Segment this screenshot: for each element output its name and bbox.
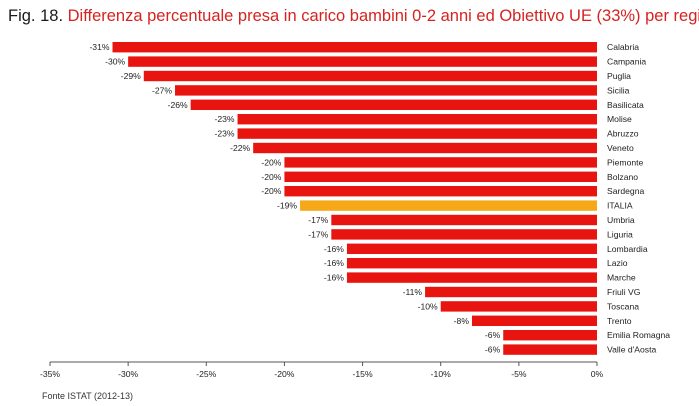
bar-trento xyxy=(471,315,597,326)
category-label: Umbria xyxy=(607,215,635,225)
bar-lazio xyxy=(346,258,597,269)
bar-molise xyxy=(237,114,598,125)
category-label: Liguria xyxy=(607,229,633,239)
category-label: Calabria xyxy=(607,42,639,52)
category-label: Piemonte xyxy=(607,157,644,167)
bar-marche xyxy=(346,272,597,283)
category-label: Abruzzo xyxy=(607,129,639,139)
source-note: Fonte ISTAT (2012-13) xyxy=(42,391,134,401)
category-label: Friuli VG xyxy=(607,287,641,297)
x-tick-label: -30% xyxy=(118,369,138,379)
bar-abruzzo xyxy=(237,128,598,139)
figure-title-text: Differenza percentuale presa in carico b… xyxy=(67,7,699,25)
bar-sicilia xyxy=(175,85,597,96)
data-label: -10% xyxy=(418,301,438,311)
data-label: -27% xyxy=(152,85,172,95)
x-tick-label: -20% xyxy=(274,369,294,379)
bar-liguria xyxy=(331,229,597,240)
bar-piemonte xyxy=(284,157,597,168)
data-label: -6% xyxy=(485,330,501,340)
category-label: Valle d'Aosta xyxy=(607,345,656,355)
category-label: Bolzano xyxy=(607,172,638,182)
x-tick-label: -35% xyxy=(40,369,60,379)
data-label: -16% xyxy=(324,244,344,254)
figure-number: Fig. 18. xyxy=(8,7,64,25)
category-label: Molise xyxy=(607,114,632,124)
x-tick-label: -10% xyxy=(431,369,451,379)
x-tick-label: -25% xyxy=(196,369,216,379)
data-label: -31% xyxy=(89,42,109,52)
data-label: -17% xyxy=(308,229,328,239)
x-tick-label: -15% xyxy=(353,369,373,379)
bar-veneto xyxy=(253,142,597,154)
bar-basilicata xyxy=(190,99,597,110)
bar-valle-d-aosta xyxy=(503,344,597,355)
data-label: -20% xyxy=(261,157,281,167)
category-label: Campania xyxy=(607,57,646,67)
category-label: Sardegna xyxy=(607,186,644,196)
category-label: Trento xyxy=(607,316,632,326)
bar-calabria xyxy=(112,42,597,53)
data-label: -16% xyxy=(324,258,344,268)
data-label: -8% xyxy=(454,316,470,326)
bar-umbria xyxy=(331,214,597,226)
category-label: Lazio xyxy=(607,258,628,268)
bar-lombardia xyxy=(346,243,597,254)
category-label: Basilicata xyxy=(607,100,644,110)
data-label: -23% xyxy=(214,114,234,124)
bar-bolzano xyxy=(284,171,597,182)
category-label: Puglia xyxy=(607,71,631,81)
bar-friuli-vg xyxy=(425,286,597,298)
data-label: -30% xyxy=(105,57,125,67)
category-label: Sicilia xyxy=(607,85,630,95)
bar-italia xyxy=(300,200,597,211)
data-label: -17% xyxy=(308,215,328,225)
bar-puglia xyxy=(143,70,597,82)
bar-toscana xyxy=(440,301,597,312)
data-label: -20% xyxy=(261,172,281,182)
data-label: -22% xyxy=(230,143,250,153)
bar-sardegna xyxy=(284,186,597,197)
category-label: Marche xyxy=(607,273,636,283)
bar-emilia-romagna xyxy=(503,330,597,341)
x-tick-label: -5% xyxy=(511,369,527,379)
data-label: -6% xyxy=(485,345,501,355)
category-label: Veneto xyxy=(607,143,634,153)
bar-campania xyxy=(128,56,597,67)
category-label: ITALIA xyxy=(607,201,633,211)
data-label: -11% xyxy=(403,287,423,297)
data-label: -16% xyxy=(324,273,344,283)
category-label: Emilia Romagna xyxy=(607,330,670,340)
category-label: Lombardia xyxy=(607,244,648,254)
data-label: -20% xyxy=(261,186,281,196)
chart-title: Fig. 18. Differenza percentuale presa in… xyxy=(8,7,699,26)
data-label: -23% xyxy=(214,129,234,139)
data-label: -19% xyxy=(277,201,297,211)
x-tick-label: 0% xyxy=(591,369,604,379)
category-label: Toscana xyxy=(607,301,639,311)
data-label: -29% xyxy=(121,71,141,81)
data-label: -26% xyxy=(168,100,188,110)
